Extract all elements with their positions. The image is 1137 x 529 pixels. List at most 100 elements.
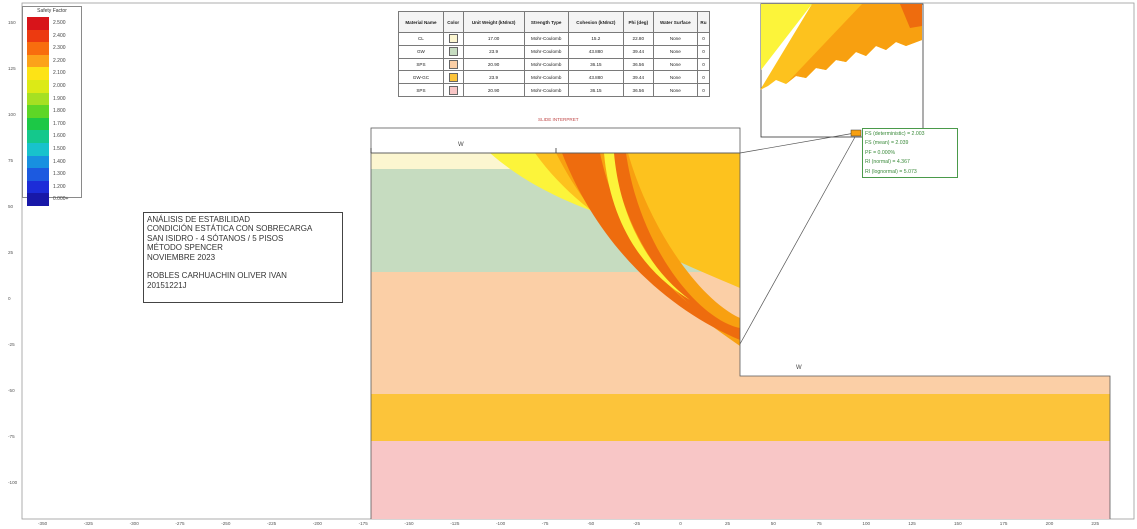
material-color-swatch: [448, 59, 458, 69]
layer-sps-bottom: [371, 441, 1110, 519]
x-tick-label: -250: [221, 521, 231, 526]
legend-swatch: [27, 92, 49, 106]
zoom-inset-yellow: [761, 4, 812, 70]
legend-label: 2.400: [53, 32, 66, 39]
material-cell-phi: 36.56: [622, 83, 654, 97]
x-tick-label: -325: [83, 521, 93, 526]
legend-swatch: [27, 79, 49, 93]
material-color-swatch: [448, 34, 458, 44]
materials-table: Material Name Color Unit Weight (kN/m3) …: [398, 11, 711, 97]
x-tick-label: -175: [358, 521, 368, 526]
y-tick-label: -75: [8, 434, 15, 439]
info-line-author: Robles Carhuachin Oliver Ivan: [147, 271, 287, 281]
legend-label: 1.200: [53, 183, 66, 190]
header-strength-type: Strength Type: [523, 11, 569, 33]
x-tick-label: 125: [908, 521, 916, 526]
reliability-index-normal: RI (normal) = 4.367: [865, 159, 910, 166]
x-tick-label: -25: [633, 521, 641, 526]
y-tick-label: 25: [8, 250, 14, 255]
x-tick-label: -50: [587, 521, 595, 526]
material-color-swatch: [448, 47, 458, 57]
legend-label: 1.300: [53, 171, 66, 178]
x-tick-label: 200: [1045, 521, 1054, 526]
legend-label: 0.000+: [53, 196, 69, 203]
material-cell-cohesion: 43.880: [567, 70, 624, 85]
legend-swatch: [27, 180, 49, 194]
x-tick-label: 175: [999, 521, 1008, 526]
legend-label: 1.700: [53, 120, 66, 127]
legend-swatch: [27, 67, 49, 80]
legend-label: 1.900: [53, 95, 66, 102]
y-tick-label: -25: [8, 342, 15, 347]
material-cell-strength-type: Mohr-Coulomb: [523, 32, 569, 46]
material-cell-phi: 39.44: [622, 70, 654, 85]
header-unit-weight: Unit Weight (kN/m3): [462, 11, 525, 33]
surcharge-box: [370, 127, 741, 154]
y-tick-label: -100: [8, 480, 18, 485]
zoom-leader-1: [739, 132, 856, 154]
material-cell-ru: 0: [696, 57, 711, 72]
legend-swatch: [27, 142, 49, 156]
probability-of-failure: PF = 0.000%: [865, 149, 896, 156]
header-water-surface: Water Surface: [652, 11, 698, 33]
material-row: GW 23.9 Mohr-Coulomb 43.880 39.44 None 0: [398, 44, 711, 59]
material-cell-unit-weight: 17.00: [462, 32, 525, 46]
info-line-date: Noviembre 2023: [147, 252, 216, 262]
legend-swatch: [27, 117, 49, 131]
header-phi: Phi (deg): [622, 11, 654, 33]
material-cell-unit-weight: 20.90: [462, 83, 525, 97]
table-caption: SLIDE INTERPRET: [538, 117, 579, 122]
legend-label: 1.400: [53, 158, 66, 165]
legend-label: 1.500: [53, 145, 66, 152]
reliability-index-lognormal: RI (lognormal) = 5.073: [865, 168, 917, 175]
legend-swatch: [27, 130, 49, 143]
safety-factor-legend: Safety Factor 2.500 2.400 2.300 2.200 2.100 2…: [22, 6, 82, 206]
material-cell-cohesion: 15.2: [567, 32, 624, 46]
factor-of-safety-readout: FS (deterministic) = 2.003 FS (mean) = 2…: [862, 128, 958, 178]
zoom-inset-dark-orange: [900, 4, 922, 28]
material-cell-ru: 0: [696, 83, 711, 97]
slip-surface-inner-yellow: [604, 153, 690, 300]
info-line-code: 20151221J: [147, 280, 187, 290]
zoom-leader-2: [739, 136, 856, 345]
legend-title: Safety Factor: [37, 8, 67, 14]
x-tick-label: -150: [404, 521, 414, 526]
material-cell-strength-type: Mohr-Coulomb: [523, 44, 569, 59]
material-row: SPS 20.90 Mohr-Coulomb 36.15 36.56 None 0: [398, 57, 711, 72]
header-cohesion: Cohesion (kN/m2): [567, 11, 624, 33]
material-color-cell: [442, 57, 464, 72]
legend-swatch: [27, 29, 49, 43]
analysis-info-box: Análisis de Estabilidad Condición Estáti…: [143, 212, 343, 303]
material-cell-water-surface: None: [652, 32, 698, 46]
material-color-cell: [442, 32, 464, 46]
slip-surface-critical: [612, 153, 740, 333]
fs-deterministic: FS (deterministic) = 2.003: [865, 131, 925, 137]
info-line-condition: Condición Estática con Sobrecarga: [147, 224, 313, 234]
material-cell-water-surface: None: [652, 83, 698, 97]
info-line-method: Método Spencer: [147, 243, 223, 253]
material-color-swatch: [448, 85, 458, 95]
material-row: SPS 20.90 Mohr-Coulomb 36.15 36.56 None 0: [398, 83, 711, 97]
x-tick-label: 150: [954, 521, 962, 526]
x-tick-label: 100: [862, 521, 871, 526]
legend-swatch: [27, 54, 49, 68]
info-line-title: Análisis de Estabilidad: [147, 215, 250, 224]
legend-labels: 2.500 2.400 2.300 2.200 2.100 2.000 1.900 1.800…: [53, 17, 79, 206]
material-cell-unit-weight: 20.90: [462, 57, 525, 72]
material-cell-cohesion: 43.880: [567, 44, 624, 59]
y-tick-label: 0: [8, 296, 11, 301]
material-cell-strength-type: Mohr-Coulomb: [523, 57, 569, 72]
material-cell-water-surface: None: [652, 57, 698, 72]
legend-label: 1.600: [53, 133, 66, 140]
material-color-swatch: [448, 72, 458, 82]
legend-swatches: [27, 17, 49, 206]
material-cell-strength-type: Mohr-Coulomb: [523, 83, 569, 97]
legend-label: 2.300: [53, 45, 66, 52]
header-color: Color: [442, 11, 464, 33]
y-tick-label: 75: [8, 158, 14, 163]
y-tick-label: 125: [8, 66, 16, 71]
slip-surface-dark-orange: [562, 153, 740, 340]
legend-label: 2.200: [53, 57, 66, 64]
material-cell-name: GW: [398, 44, 444, 59]
legend-swatch: [27, 155, 49, 169]
